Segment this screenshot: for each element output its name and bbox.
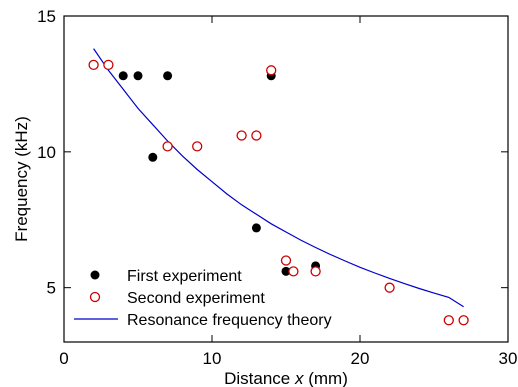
point-second-experiment — [384, 282, 395, 293]
legend-label-theory: Resonance frequency theory — [127, 312, 332, 329]
point-second-experiment — [103, 59, 114, 71]
point-second-experiment — [88, 59, 99, 71]
theory-curve — [93, 48, 464, 308]
x-axis-label-suffix: (mm) — [304, 369, 348, 387]
point-second-experiment — [192, 141, 203, 152]
point-second-experiment — [266, 65, 277, 76]
x-tick-label: 20 — [351, 349, 370, 368]
x-tick-label: 0 — [59, 349, 68, 368]
x-tick-label: 10 — [203, 349, 222, 368]
point-first-experiment — [133, 71, 143, 81]
point-first-experiment — [281, 266, 291, 276]
point-second-experiment — [458, 315, 469, 326]
point-second-experiment — [162, 141, 173, 152]
legend-label-first-experiment: First experiment — [127, 268, 242, 285]
legend-marker-second-experiment — [89, 291, 101, 303]
point-second-experiment — [236, 130, 247, 141]
y-tick-label: 5 — [47, 279, 56, 298]
plot-frame — [63, 15, 509, 343]
point-first-experiment — [251, 223, 261, 233]
point-second-experiment — [310, 266, 321, 277]
x-axis-label: Distance x (mm) — [224, 369, 348, 387]
x-axis-label-prefix: Distance — [224, 369, 295, 387]
point-first-experiment — [118, 71, 128, 81]
point-second-experiment — [443, 315, 454, 326]
point-first-experiment — [148, 152, 158, 162]
point-second-experiment — [280, 255, 292, 266]
y-tick-label: 10 — [37, 143, 56, 162]
y-axis-label: Frequency (kHz) — [12, 116, 31, 242]
legend-marker-first-experiment — [90, 270, 100, 280]
x-axis-label-variable: x — [294, 369, 304, 387]
point-second-experiment — [251, 130, 262, 141]
x-tick-label: 30 — [499, 349, 518, 368]
y-tick-label: 15 — [37, 7, 56, 26]
theory-curve-group — [93, 48, 464, 308]
axis-ticks: 0 10 20 30 5 10 15 — [37, 7, 517, 368]
data-points — [88, 59, 469, 326]
point-second-experiment — [288, 266, 299, 277]
legend-label-second-experiment: Second experiment — [127, 290, 265, 307]
point-first-experiment — [163, 71, 173, 81]
legend: First experiment Second experiment Reson… — [74, 268, 332, 329]
